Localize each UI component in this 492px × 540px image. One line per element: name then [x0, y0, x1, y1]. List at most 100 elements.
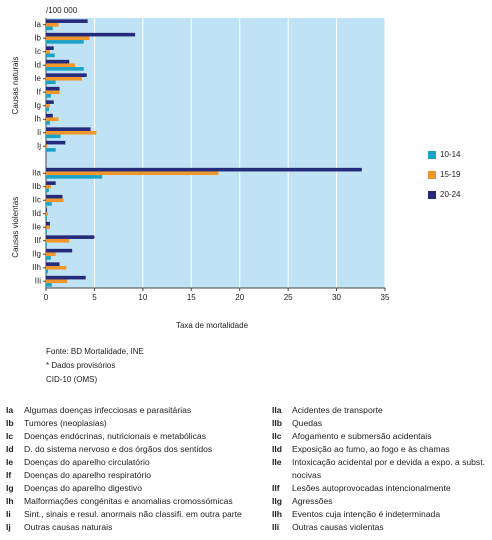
key-code: If — [6, 470, 12, 480]
bar — [46, 198, 64, 203]
key-text: Lesões autoprovocadas intencionalmente — [292, 483, 451, 493]
legend-label: 10-14 — [440, 150, 461, 159]
key-row: IId Exposição ao fumo, ao fogo e às chama… — [272, 443, 486, 456]
key-code: IIi — [272, 522, 280, 532]
group-label: Causas naturais — [11, 57, 20, 115]
key-row: Ij Outras causas naturais — [6, 521, 268, 534]
note: Fonte: BD Mortalidade, INE — [46, 347, 144, 356]
y-tick-label: IIf — [34, 236, 41, 245]
bar — [46, 67, 84, 71]
key-row: Ie Doenças do aparelho circulatório — [6, 456, 268, 469]
bar — [46, 121, 50, 125]
key-text: Outras causas naturais — [24, 522, 113, 532]
key-code: IIa — [272, 405, 282, 415]
bar — [46, 140, 66, 145]
y-tick-label: IIe — [32, 222, 41, 231]
y-tick-label: Ia — [34, 20, 41, 29]
y-tick-label: Ig — [34, 101, 41, 110]
bar — [46, 265, 67, 270]
key-row: Ih Malformações congénitas e anomalias cr… — [6, 495, 268, 508]
y-tick-label: IIa — [32, 168, 41, 177]
unit-label: /100 000 — [46, 6, 78, 15]
bar — [46, 194, 63, 199]
y-tick-label: Ij — [37, 141, 41, 150]
y-tick-label: IIg — [32, 249, 41, 258]
x-tick-label: 5 — [92, 293, 97, 302]
key-row: Ic Doenças endócrinas, nutricionais e met… — [6, 430, 268, 443]
bar — [46, 238, 70, 243]
key-text: Algumas doenças infecciosas e parasitári… — [24, 405, 192, 415]
key-code: Id — [6, 444, 14, 454]
bar — [46, 148, 56, 152]
bar — [46, 269, 48, 274]
key-text: Intoxicação acidental por e devida a exp… — [292, 457, 486, 480]
key-text: Doenças do aparelho respiratório — [24, 470, 152, 480]
key-text: Doenças do aparelho digestivo — [24, 483, 143, 493]
bar — [46, 103, 50, 108]
bar — [46, 80, 56, 85]
legend-swatch — [428, 171, 436, 179]
bar — [46, 171, 219, 176]
key-left: Ia Algumas doenças infecciosas e parasitá… — [6, 404, 268, 534]
bar — [46, 235, 95, 239]
bar — [46, 130, 97, 135]
key-text: D. do sistema nervoso e dos órgãos dos s… — [24, 444, 213, 454]
bar — [46, 107, 49, 112]
key-row: IIb Quedas — [272, 417, 486, 430]
key-code: Ih — [6, 496, 14, 506]
key-text: Sint., sinais e resul. anormais não clas… — [24, 509, 242, 519]
x-tick-label: 15 — [187, 293, 196, 302]
key-code: Ij — [6, 522, 11, 532]
y-tick-label: IIh — [32, 263, 41, 272]
bar — [46, 113, 53, 118]
key-row: If Doenças do aparelho respiratório — [6, 469, 268, 482]
bar — [46, 275, 86, 280]
bar — [46, 202, 52, 206]
bar — [46, 262, 60, 266]
y-tick-label: IIi — [35, 276, 41, 285]
key-code: Ig — [6, 483, 14, 493]
key-text: Agressões — [292, 496, 333, 506]
key-row: Ig Doenças do aparelho digestivo — [6, 482, 268, 495]
key-row: Ii Sint., sinais e resul. anormais não cl… — [6, 508, 268, 521]
note: CID-10 (OMS) — [46, 375, 97, 384]
bar — [46, 252, 56, 257]
y-tick-label: IId — [32, 209, 41, 218]
bar — [46, 73, 87, 77]
bar — [46, 117, 59, 122]
bar — [46, 59, 70, 64]
bar — [46, 242, 47, 247]
bar — [46, 36, 90, 41]
key-text: Tumores (neoplasias) — [24, 418, 107, 428]
bar — [46, 49, 50, 54]
key-code: IIh — [272, 509, 283, 519]
key-text: Quedas — [292, 418, 323, 428]
bar — [46, 221, 50, 226]
key-text: Exposição ao fumo, ao fogo e às chamas — [292, 444, 450, 454]
bar — [46, 167, 362, 172]
key-row: IIc Afogamento e submersão acidentais — [272, 430, 486, 443]
bar — [46, 40, 84, 44]
group-label: Causas violentas — [11, 197, 20, 258]
bar — [46, 175, 103, 179]
bar — [46, 279, 68, 284]
y-tick-label: IIb — [32, 182, 41, 191]
key-right: IIa Acidentes de transporte IIb Quedas IIc Af… — [272, 404, 486, 534]
key-code: IIf — [272, 483, 280, 493]
y-tick-label: IIc — [33, 195, 41, 204]
key-row: IIa Acidentes de transporte — [272, 404, 486, 417]
x-tick-label: 30 — [332, 293, 341, 302]
key-row: IIe Intoxicação acidental por e devida a … — [272, 456, 486, 482]
x-tick-label: 0 — [44, 293, 49, 302]
bar — [46, 181, 56, 185]
key-code: IId — [272, 444, 283, 454]
bar — [46, 32, 136, 37]
x-tick-label: 20 — [235, 293, 244, 302]
key-row: IIf Lesões autoprovocadas intencionalment… — [272, 482, 486, 495]
key-row: Ia Algumas doenças infecciosas e parasitá… — [6, 404, 268, 417]
key-text: Doenças endócrinas, nutricionais e metab… — [24, 431, 207, 441]
y-tick-label: Ih — [34, 114, 41, 123]
key-text: Outras causas violentas — [292, 522, 384, 532]
key-code: IIe — [272, 457, 282, 467]
